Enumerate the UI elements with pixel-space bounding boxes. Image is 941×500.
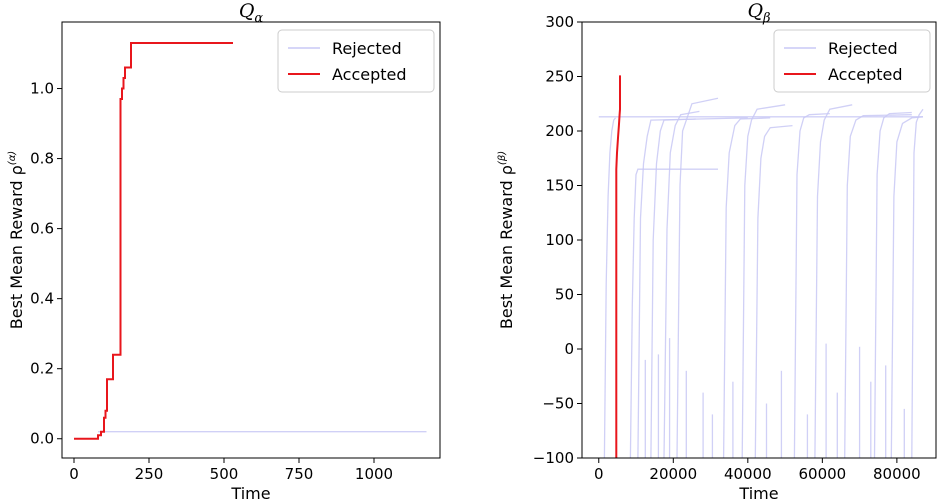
series-accepted	[74, 42, 233, 440]
y-tick-label: 0.8	[30, 150, 54, 168]
y-axis-label-superscript: (α)	[7, 151, 18, 165]
line-rejected-9	[754, 124, 793, 458]
y-tick-label: −100	[533, 449, 574, 467]
legend-box	[277, 29, 435, 93]
y-tick-label: 1.0	[30, 80, 54, 98]
line-rejected-10	[793, 112, 830, 458]
y-tick-label: 0.2	[30, 360, 54, 378]
chart-1: 0 250 500 750 1000 0.0 0.2 0.4 0.6 0.8 1.0 Time Best…	[7, 0, 441, 500]
line-accepted-0	[615, 75, 621, 458]
line-accepted-0	[74, 42, 233, 440]
x-tick-label: 40000	[724, 465, 772, 483]
chart-title-subscript: β	[762, 11, 771, 26]
line-rejected-1	[603, 117, 617, 458]
line-rejected-6	[676, 97, 719, 458]
legend-label-accepted: Accepted	[828, 65, 903, 84]
line-rejected-14	[890, 116, 924, 458]
y-axis-label-text: Best Mean Reward ρ	[497, 165, 516, 329]
chart-2: 0 20000 40000 60000 80000 −100 −50 0 50 100 150 200…	[497, 0, 937, 500]
y-tick-label: 200	[545, 122, 574, 140]
y-tick-label: 0	[564, 340, 574, 358]
x-tick-label: 0	[69, 465, 79, 483]
legend: Rejected Accepted	[277, 29, 435, 93]
y-tick-label: 0.6	[30, 220, 54, 238]
x-tick-label: 20000	[649, 465, 697, 483]
y-tick-label: 50	[555, 286, 574, 304]
x-tick-label: 60000	[798, 465, 846, 483]
y-tick-label: 0.0	[30, 430, 54, 448]
line-rejected-15	[911, 108, 924, 458]
chart-title: Qβ	[747, 0, 770, 26]
y-tick-label: −50	[542, 395, 574, 413]
line-rejected-4	[650, 118, 696, 458]
y-tick-label: 0.4	[30, 290, 54, 308]
series-accepted	[615, 75, 621, 458]
chart-title-main: Q	[747, 0, 763, 22]
line-rejected-11	[814, 104, 853, 458]
x-tick-label: 750	[285, 465, 314, 483]
x-axis-label: Time	[738, 484, 778, 500]
x-axis-label: Time	[230, 484, 270, 500]
chart-title-subscript: α	[254, 11, 263, 26]
axes-frame	[61, 21, 441, 459]
legend-box	[773, 29, 931, 93]
y-tick-label: 250	[545, 68, 574, 86]
plot-area	[74, 42, 427, 440]
line-rejected-8	[741, 104, 786, 458]
plot-area	[598, 75, 924, 458]
x-tick-label: 0	[594, 465, 604, 483]
line-rejected-12	[844, 114, 912, 458]
y-tick-label: 150	[545, 177, 574, 195]
series-rejected	[598, 97, 924, 458]
line-rejected-2	[629, 168, 718, 458]
legend-label-accepted: Accepted	[332, 65, 407, 84]
x-tick-label: 80000	[873, 465, 921, 483]
legend-label-rejected: Rejected	[332, 39, 402, 58]
y-axis-label: Best Mean Reward ρ(β)	[497, 151, 516, 329]
line-rejected-5	[663, 110, 700, 458]
chart-title-main: Q	[239, 0, 255, 22]
legend-label-rejected: Rejected	[828, 39, 898, 58]
legend: Rejected Accepted	[773, 29, 931, 93]
line-rejected-7	[722, 117, 771, 458]
y-axis-label-text: Best Mean Reward ρ	[7, 165, 26, 329]
chart-title: Qα	[239, 0, 264, 26]
x-tick-label: 500	[210, 465, 239, 483]
y-axis-label: Best Mean Reward ρ(α)	[7, 151, 26, 329]
line-rejected-13	[873, 111, 912, 458]
x-tick-label: 250	[135, 465, 164, 483]
y-tick-label: 300	[545, 13, 574, 31]
y-tick-label: 100	[545, 231, 574, 249]
y-axis-label-superscript: (β)	[497, 151, 508, 165]
x-tick-label: 1000	[355, 465, 393, 483]
